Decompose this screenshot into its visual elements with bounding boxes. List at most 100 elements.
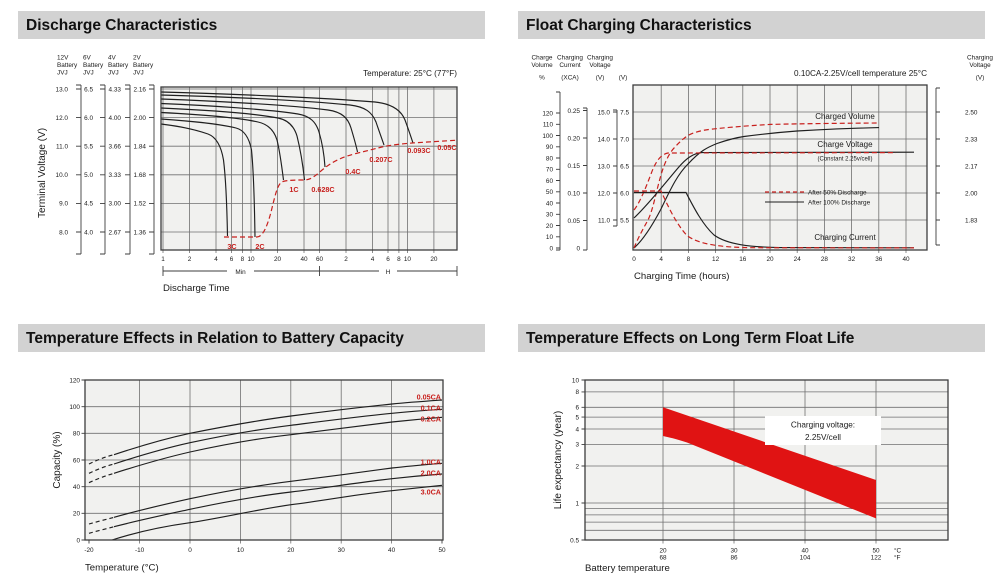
y-tick: 4: [575, 426, 579, 433]
section-title: Float Charging Characteristics: [526, 17, 752, 34]
y-tick: 3.00: [109, 201, 122, 208]
y-tick: 0.25: [568, 108, 581, 115]
grid: [633, 85, 927, 253]
axis-unit: (V): [619, 75, 628, 82]
y-tick: 0.05: [568, 218, 581, 225]
x-tick: -20: [84, 547, 94, 554]
y-tick: 40: [546, 200, 554, 207]
x-tick-c: 30: [730, 548, 738, 555]
y-tick: 2.33: [965, 136, 978, 143]
axis-name: 6V: [83, 55, 92, 62]
axis-name: JVJ: [83, 70, 94, 77]
axis-name: Voltage: [589, 62, 611, 69]
y-tick: 2.67: [109, 229, 122, 236]
time-range-arrows: [162, 266, 458, 276]
life-expectancy-band: [663, 407, 876, 519]
plot-border: [584, 379, 949, 541]
range-label-min: Min: [235, 269, 246, 276]
x-tick: 6: [386, 256, 390, 263]
y-tick: 2.00: [134, 115, 147, 122]
y-tick: 5: [575, 414, 579, 421]
y-tick: 13.0: [56, 86, 69, 93]
x-tick-f: 122: [871, 555, 882, 562]
y-tick: 0: [76, 537, 80, 544]
y-tick: 11.0: [598, 217, 610, 224]
charging-current-100: [634, 191, 915, 249]
x-tick: 10: [237, 547, 245, 554]
y-axis-label: Capacity (%): [52, 431, 63, 488]
curve-label: 3C: [227, 242, 236, 251]
y-tick: 100: [542, 133, 553, 140]
x-tick: 0: [632, 256, 636, 263]
y-tick: 80: [73, 431, 81, 438]
x-tick: 40: [388, 547, 396, 554]
section-title: Temperature Effects in Relation to Batte…: [26, 330, 404, 347]
axis-unit: (V): [976, 75, 985, 82]
y-tick: 60: [546, 178, 554, 185]
grid: [161, 87, 457, 253]
axis-name: JVJ: [108, 70, 119, 77]
y-tick: 6.0: [620, 190, 629, 197]
y-tick: 14.0: [598, 136, 611, 143]
plot-area: [633, 85, 927, 250]
x-tick: 20: [430, 256, 438, 263]
section-header-temp-capacity: Temperature Effects in Relation to Batte…: [18, 324, 485, 352]
y-tick: 2.50: [965, 109, 978, 116]
curve-label: 0.207C: [369, 155, 392, 164]
x-tick: 30: [338, 547, 346, 554]
section-title: Discharge Characteristics: [26, 17, 218, 34]
y-tick: 70: [546, 167, 554, 174]
section-header-discharge: Discharge Characteristics: [18, 11, 485, 39]
y-tick: 2.16: [134, 86, 147, 93]
curve-04c: [160, 102, 326, 168]
y-tick: 30: [546, 212, 554, 219]
curve-sublabel: (Constant 2.25v/cell): [817, 157, 872, 163]
x-tick: 2: [344, 256, 348, 263]
y-tick: 5.0: [84, 172, 93, 179]
y-tick: 5.5: [84, 144, 93, 151]
curve-label: 0.093C: [407, 146, 430, 155]
x-tick-f: 104: [800, 555, 811, 562]
curve-label: 0.628C: [311, 185, 334, 194]
x-tick-f: 68: [659, 555, 667, 562]
y-tick: 6.5: [84, 86, 93, 93]
axis-unit: %: [539, 75, 545, 82]
axis-name: Battery: [133, 62, 154, 69]
curve-label: Charging Current: [814, 233, 876, 242]
x-tick: 28: [821, 256, 829, 263]
y-tick: 120: [69, 377, 80, 384]
x-tick: 12: [712, 256, 720, 263]
y-tick: 6.0: [84, 115, 93, 122]
y-tick: 10: [546, 234, 554, 241]
y-tick: 3: [575, 442, 579, 449]
y-tick: 10.0: [56, 172, 69, 179]
x-tick: 10: [404, 256, 412, 263]
x-axis-label: Discharge Time: [163, 283, 230, 294]
y-tick: 1.68: [134, 172, 147, 179]
y-axis-label: Terminal Voltage (V): [37, 128, 48, 218]
y-tick: 90: [546, 144, 554, 151]
curve-label: 1.0CA: [421, 458, 441, 467]
x-tick: 0: [188, 547, 192, 554]
y-tick: 0: [549, 245, 553, 252]
discharge-chart: 12V Battery JVJ 6V Battery JVJ 4V Batter…: [37, 55, 458, 294]
y-tick: 1.36: [134, 229, 147, 236]
temperature-note: Temperature: 25°C (77°F): [363, 69, 457, 78]
x-tick: 16: [739, 256, 747, 263]
curve-005ca: [113, 399, 443, 456]
curve-label: 2C: [255, 242, 264, 251]
curve-0207c: [160, 98, 359, 153]
section-title: Temperature Effects on Long Term Float L…: [526, 330, 855, 347]
y-tick: 40: [73, 484, 81, 491]
y-tick: 15.0: [598, 109, 611, 116]
y-tick: 1.83: [965, 217, 978, 224]
y-tick: 3.33: [109, 172, 122, 179]
y-tick: 12.0: [56, 115, 69, 122]
x-tick: 8: [241, 256, 245, 263]
axis-name: Volume: [531, 62, 553, 69]
x-axis-label: Temperature (°C): [85, 563, 159, 574]
y-tick: 120: [542, 110, 553, 117]
x-tick: 20: [766, 256, 774, 263]
axis-name: Charging: [587, 55, 613, 62]
